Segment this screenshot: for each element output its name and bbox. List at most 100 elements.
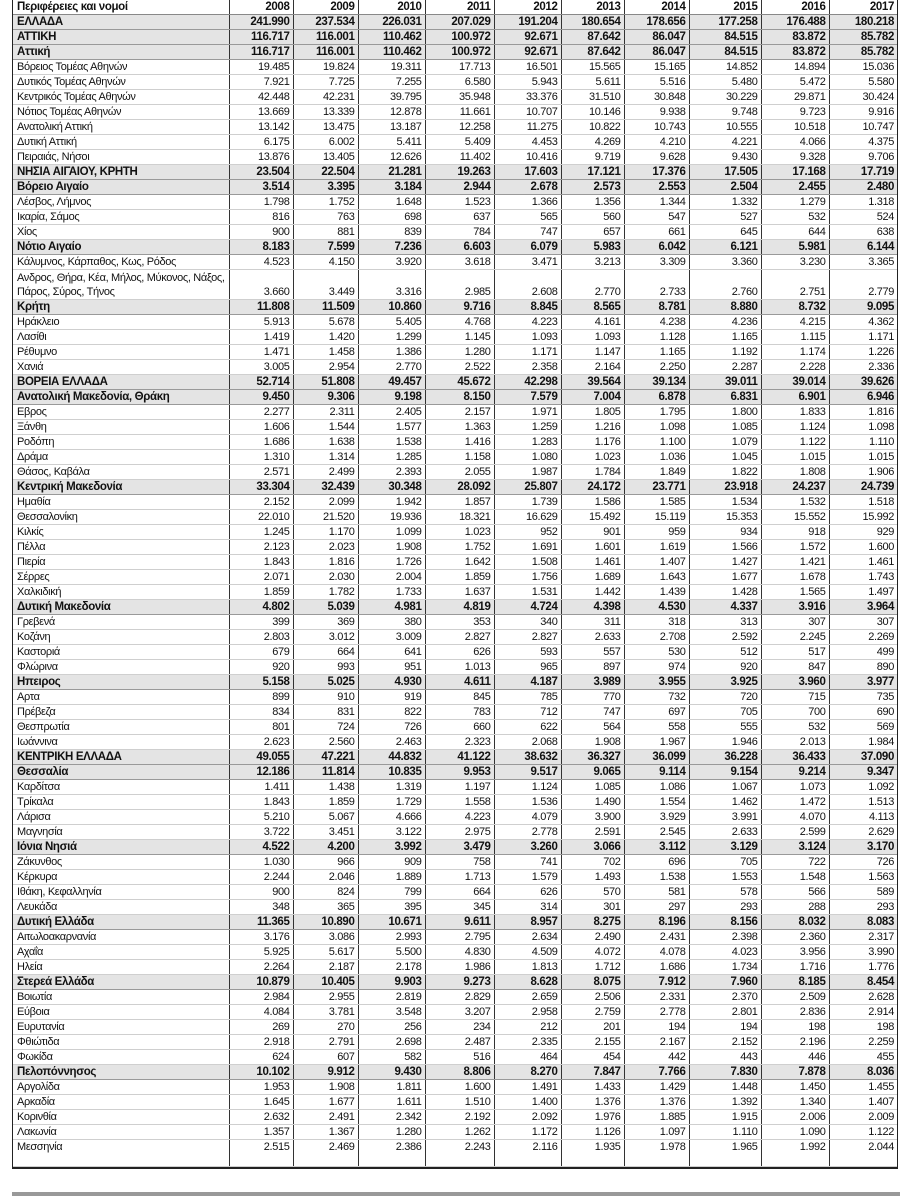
value-cell: 14.894 (760, 59, 829, 75)
year-header: 2014 (623, 0, 689, 15)
value-cell: 2.633 (560, 629, 624, 645)
value-cell: 116.001 (292, 44, 358, 60)
row-label: Δυτική Μακεδονία (13, 599, 229, 615)
value-cell: 3.920 (357, 254, 425, 270)
value-cell: 1.128 (623, 329, 689, 345)
value-cell: 1.045 (688, 449, 761, 465)
value-cell: 4.084 (228, 1004, 293, 1020)
value-cell: 3.213 (560, 254, 624, 270)
value-cell: 8.196 (623, 914, 689, 930)
value-cell: 443 (688, 1049, 761, 1065)
value-cell: 1.023 (560, 449, 624, 465)
value-cell: 6.901 (760, 389, 829, 405)
table-row-region-total: ΕΛΛΑΔΑ 241.990 237.534 226.031 207.029 191.20… (13, 14, 897, 30)
value-cell: 726 (357, 719, 425, 735)
value-cell: 10.671 (357, 914, 425, 930)
value-cell: 1.691 (493, 539, 561, 555)
value-cell: 2.678 (493, 179, 561, 195)
value-cell: 722 (760, 854, 829, 870)
value-cell: 607 (292, 1049, 358, 1065)
value-cell: 318 (623, 614, 689, 630)
value-cell: 2.155 (560, 1034, 624, 1050)
value-cell: 2.770 (560, 269, 624, 300)
value-cell: 2.023 (292, 539, 358, 555)
value-cell: 36.327 (560, 749, 624, 765)
value-cell: 10.518 (760, 119, 829, 135)
value-cell: 92.671 (493, 29, 561, 45)
value-cell: 2.499 (292, 464, 358, 480)
value-cell: 3.012 (292, 629, 358, 645)
row-label: Νότιο Αιγαίο (13, 239, 229, 255)
value-cell: 1.428 (688, 584, 761, 600)
value-cell: 2.030 (292, 569, 358, 585)
value-cell: 909 (357, 854, 425, 870)
value-cell: 3.230 (760, 254, 829, 270)
value-cell: 2.243 (424, 1139, 494, 1167)
value-cell: 301 (560, 899, 624, 915)
value-cell: 1.450 (760, 1079, 829, 1095)
value-cell: 5.158 (228, 674, 293, 690)
value-cell: 1.984 (828, 734, 897, 750)
value-cell: 16.629 (493, 509, 561, 525)
value-cell: 1.606 (228, 419, 293, 435)
value-cell: 993 (292, 659, 358, 675)
value-cell: 19.485 (228, 59, 293, 75)
value-cell: 2.323 (424, 734, 494, 750)
value-cell: 8.156 (688, 914, 761, 930)
value-cell: 207.029 (424, 14, 494, 30)
value-cell: 578 (688, 884, 761, 900)
value-cell: 4.802 (228, 599, 293, 615)
table-row: Λακωνία 1.357 1.367 1.280 1.262 1.172 1.126 1.0… (13, 1124, 897, 1140)
value-cell: 2.009 (828, 1109, 897, 1125)
value-cell: 9.953 (424, 764, 494, 780)
row-label: Ζάκυνθος (13, 854, 229, 870)
value-cell: 1.416 (424, 434, 494, 450)
value-cell: 2.187 (292, 959, 358, 975)
value-cell: 516 (424, 1049, 494, 1065)
value-cell: 2.336 (828, 359, 897, 375)
value-cell: 6.121 (688, 239, 761, 255)
value-cell: 110.462 (357, 29, 425, 45)
value-cell: 270 (292, 1019, 358, 1035)
value-cell: 1.752 (424, 539, 494, 555)
value-cell: 212 (493, 1019, 561, 1035)
value-cell: 8.075 (560, 974, 624, 990)
table-row: Ξάνθη 1.606 1.544 1.577 1.363 1.259 1.216 1.098… (13, 419, 897, 435)
value-cell: 547 (623, 209, 689, 225)
value-cell: 1.637 (424, 584, 494, 600)
value-cell: 348 (228, 899, 293, 915)
value-cell: 1.299 (357, 329, 425, 345)
table-row: Δράμα 1.310 1.314 1.285 1.158 1.080 1.023 1.036… (13, 449, 897, 465)
value-cell: 3.991 (688, 809, 761, 825)
value-cell: 839 (357, 224, 425, 240)
data-table-container: Περιφέρειες και νομοί 2008 2009 2010 2011 20… (12, 0, 898, 1169)
table-row: Ρέθυμνο 1.471 1.458 1.386 1.280 1.171 1.147 1.1… (13, 344, 897, 360)
value-cell: 1.965 (688, 1139, 761, 1167)
value-cell: 1.461 (560, 554, 624, 570)
value-cell: 2.099 (292, 494, 358, 510)
value-cell: 10.747 (828, 119, 897, 135)
value-cell: 1.572 (760, 539, 829, 555)
value-cell: 4.150 (292, 254, 358, 270)
value-cell: 715 (760, 689, 829, 705)
value-cell: 39.014 (760, 374, 829, 390)
value-cell: 9.430 (688, 149, 761, 165)
value-cell: 2.571 (228, 464, 293, 480)
row-label: ΝΗΣΙΑ ΑΙΓΑΙΟΥ, ΚΡΗΤΗ (13, 164, 229, 180)
table-row: Ευρυτανία 269 270 256 234 212 201 194 194 198 198 (13, 1019, 897, 1035)
value-cell: 1.776 (828, 959, 897, 975)
value-cell: 1.645 (228, 1094, 293, 1110)
value-cell: 705 (688, 854, 761, 870)
value-cell: 901 (560, 524, 624, 540)
value-cell: 1.165 (688, 329, 761, 345)
value-cell: 1.197 (424, 779, 494, 795)
row-label: Αττική (13, 44, 229, 60)
value-cell: 1.808 (760, 464, 829, 480)
value-cell: 2.944 (424, 179, 494, 195)
row-label: Φλώρινα (13, 659, 229, 675)
table-row-region-total: ΝΗΣΙΑ ΑΙΓΑΙΟΥ, ΚΡΗΤΗ 23.504 22.504 21.281 19… (13, 164, 897, 180)
value-cell: 8.806 (424, 1064, 494, 1080)
value-cell: 1.601 (560, 539, 624, 555)
value-cell: 637 (424, 209, 494, 225)
table-row-region-total: Νότιο Αιγαίο 8.183 7.599 7.236 6.603 6.079 5.9… (13, 239, 897, 255)
